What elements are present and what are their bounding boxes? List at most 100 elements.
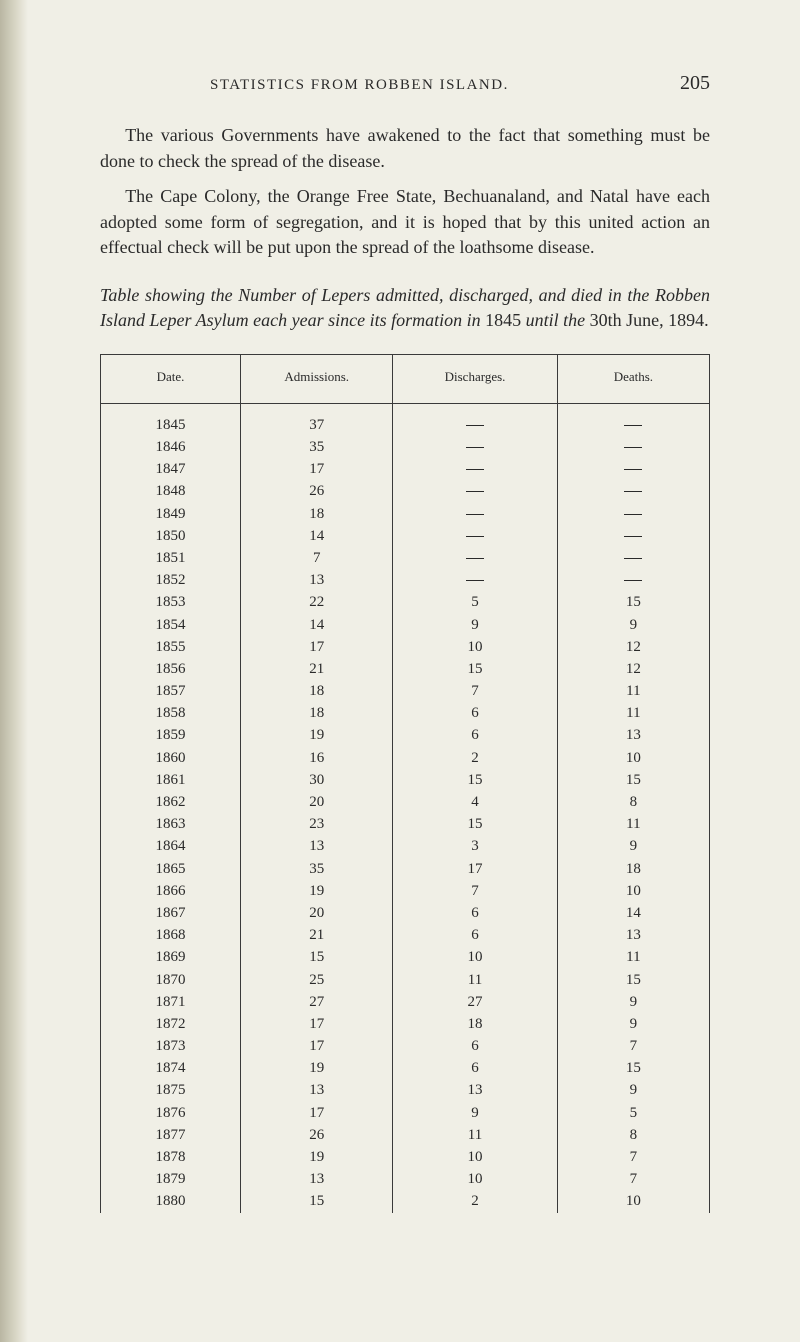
cell-discharges: 3 [393, 836, 557, 858]
cell-deaths: 9 [557, 1080, 709, 1102]
cell-date: 1874 [101, 1058, 241, 1080]
em-dash [624, 558, 642, 559]
cell-admissions: 30 [241, 769, 393, 791]
em-dash [624, 425, 642, 426]
cell-date: 1849 [101, 503, 241, 525]
cell-admissions: 15 [241, 1191, 393, 1213]
cell-deaths: 7 [557, 1147, 709, 1169]
em-dash [466, 491, 484, 492]
em-dash [466, 536, 484, 537]
table-row: 187513139 [101, 1080, 710, 1102]
cell-discharges: 10 [393, 1147, 557, 1169]
table-row: 1856211512 [101, 658, 710, 680]
cell-admissions: 17 [241, 1013, 393, 1035]
cell-date: 1870 [101, 969, 241, 991]
cell-discharges: 7 [393, 880, 557, 902]
cell-date: 1861 [101, 769, 241, 791]
table-row: 186016210 [101, 747, 710, 769]
cell-date: 1856 [101, 658, 241, 680]
cell-admissions: 19 [241, 725, 393, 747]
cell-deaths: 9 [557, 836, 709, 858]
cell-deaths: 14 [557, 902, 709, 924]
cell-deaths: 9 [557, 1013, 709, 1035]
cell-date: 1869 [101, 947, 241, 969]
table-row: 186619710 [101, 880, 710, 902]
cell-admissions: 13 [241, 570, 393, 592]
cell-admissions: 26 [241, 481, 393, 503]
body-paragraph-1: The various Governments have awakened to… [100, 123, 710, 174]
table-row: 187217189 [101, 1013, 710, 1035]
cell-deaths [557, 503, 709, 525]
cell-deaths [557, 459, 709, 481]
table-row: 184635 [101, 437, 710, 459]
cell-deaths: 11 [557, 703, 709, 725]
cell-deaths: 10 [557, 1191, 709, 1213]
cell-date: 1859 [101, 725, 241, 747]
cell-discharges: 10 [393, 1169, 557, 1191]
cell-admissions: 17 [241, 636, 393, 658]
caption-year-1: 1845 [485, 310, 521, 330]
table-row: 185818611 [101, 703, 710, 725]
cell-discharges: 6 [393, 902, 557, 924]
col-deaths: Deaths. [557, 354, 709, 403]
body-paragraph-2: The Cape Colony, the Orange Free State, … [100, 184, 710, 261]
em-dash [466, 469, 484, 470]
page: STATISTICS FROM ROBBEN ISLAND. 205 The v… [100, 72, 710, 1282]
cell-deaths: 12 [557, 658, 709, 680]
table-row: 18622048 [101, 792, 710, 814]
cell-discharges: 15 [393, 658, 557, 680]
cell-discharges [393, 459, 557, 481]
table-row: 1870251115 [101, 969, 710, 991]
cell-deaths: 12 [557, 636, 709, 658]
cell-admissions: 18 [241, 681, 393, 703]
cell-discharges: 6 [393, 1058, 557, 1080]
table-row: 184826 [101, 481, 710, 503]
cell-date: 1868 [101, 925, 241, 947]
table-row: 185322515 [101, 592, 710, 614]
em-dash [466, 447, 484, 448]
cell-date: 1845 [101, 403, 241, 436]
cell-date: 1863 [101, 814, 241, 836]
cell-admissions: 13 [241, 836, 393, 858]
cell-discharges: 18 [393, 1013, 557, 1035]
statistics-table: Date. Admissions. Discharges. Deaths. 18… [100, 354, 710, 1213]
cell-deaths: 11 [557, 814, 709, 836]
caption-mid: until the [521, 310, 590, 330]
cell-discharges [393, 525, 557, 547]
cell-date: 1871 [101, 991, 241, 1013]
cell-admissions: 15 [241, 947, 393, 969]
cell-deaths: 15 [557, 592, 709, 614]
table-row: 18517 [101, 547, 710, 569]
cell-deaths: 11 [557, 947, 709, 969]
table-row: 1865351718 [101, 858, 710, 880]
cell-date: 1873 [101, 1036, 241, 1058]
cell-date: 1880 [101, 1191, 241, 1213]
caption-day: 30th June, [590, 310, 669, 330]
cell-admissions: 21 [241, 658, 393, 680]
cell-discharges: 10 [393, 636, 557, 658]
table-row: 186821613 [101, 925, 710, 947]
table-row: 1863231511 [101, 814, 710, 836]
cell-date: 1866 [101, 880, 241, 902]
table-row: 1855171012 [101, 636, 710, 658]
cell-date: 1864 [101, 836, 241, 858]
em-dash [466, 514, 484, 515]
em-dash [624, 491, 642, 492]
cell-deaths [557, 437, 709, 459]
em-dash [624, 469, 642, 470]
cell-discharges: 6 [393, 925, 557, 947]
table-row: 186720614 [101, 902, 710, 924]
cell-discharges: 2 [393, 1191, 557, 1213]
cell-admissions: 37 [241, 403, 393, 436]
cell-deaths: 15 [557, 769, 709, 791]
cell-discharges: 7 [393, 681, 557, 703]
table-caption: Table showing the Number of Lepers admit… [100, 283, 710, 334]
table-row: 1861301515 [101, 769, 710, 791]
cell-admissions: 35 [241, 437, 393, 459]
cell-admissions: 26 [241, 1124, 393, 1146]
table-row: 184717 [101, 459, 710, 481]
cell-deaths: 13 [557, 925, 709, 947]
cell-discharges: 10 [393, 947, 557, 969]
cell-discharges: 5 [393, 592, 557, 614]
table-row: 185213 [101, 570, 710, 592]
